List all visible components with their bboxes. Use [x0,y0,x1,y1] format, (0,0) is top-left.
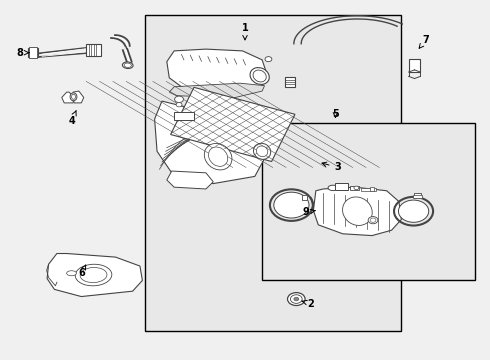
Ellipse shape [328,185,338,190]
Circle shape [370,218,376,222]
Circle shape [291,295,302,303]
Text: 4: 4 [68,111,76,126]
Bar [27,48,38,57]
Ellipse shape [256,146,268,157]
Polygon shape [171,87,295,162]
Text: 6: 6 [78,265,86,278]
Circle shape [368,217,378,224]
Ellipse shape [250,68,270,84]
Bar [335,183,347,190]
Ellipse shape [67,271,76,276]
Polygon shape [47,253,143,297]
Ellipse shape [75,264,112,286]
Bar [86,44,101,56]
Polygon shape [167,171,213,189]
Bar [28,47,37,58]
Ellipse shape [204,143,232,170]
Circle shape [288,293,305,306]
Bar [409,59,420,72]
Polygon shape [62,92,74,103]
Circle shape [294,297,299,301]
Text: 5: 5 [332,109,339,119]
Bar [302,195,307,200]
Bar [145,15,401,330]
Polygon shape [314,187,401,235]
Polygon shape [73,91,84,103]
Bar [174,112,194,120]
Ellipse shape [354,186,359,190]
Text: 9: 9 [303,207,315,217]
Bar [413,195,422,198]
Bar [414,193,421,198]
Polygon shape [155,101,265,184]
Ellipse shape [124,63,131,67]
Ellipse shape [343,197,372,225]
Circle shape [174,96,183,103]
Polygon shape [169,83,265,98]
Circle shape [176,103,182,107]
Text: 1: 1 [242,23,248,40]
Text: 8: 8 [17,48,29,58]
Circle shape [265,57,272,62]
Text: 2: 2 [302,299,315,309]
Ellipse shape [80,267,107,283]
Bar [285,77,295,87]
Bar [361,188,376,191]
Ellipse shape [70,93,77,101]
Ellipse shape [72,94,75,99]
Bar [262,123,475,280]
Polygon shape [167,49,267,92]
Ellipse shape [253,70,266,82]
Text: 3: 3 [322,162,341,172]
Circle shape [274,192,309,218]
Bar [350,186,359,190]
Ellipse shape [253,143,271,159]
Ellipse shape [122,62,133,68]
Text: 7: 7 [419,35,429,48]
Circle shape [398,200,429,222]
Ellipse shape [209,147,228,166]
Bar [369,187,373,192]
